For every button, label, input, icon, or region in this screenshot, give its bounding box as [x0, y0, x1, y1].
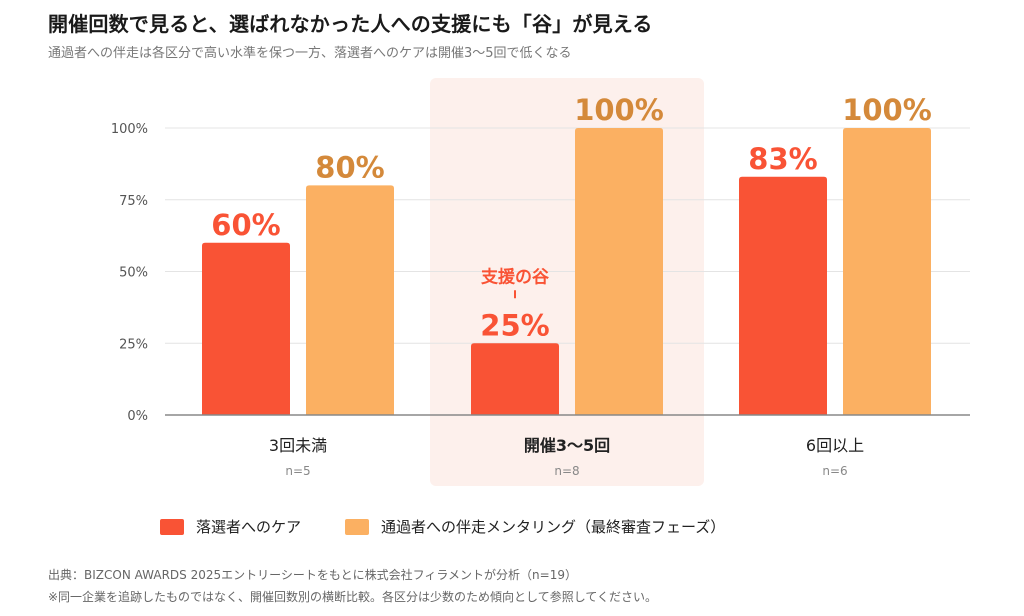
data-label-series-1: 25%: [480, 308, 549, 342]
legend-item-series-2: 通過者への伴走メンタリング（最終審査フェーズ）: [345, 516, 725, 537]
x-category-label: 開催3〜5回: [524, 436, 610, 455]
data-label-series-2: 100%: [574, 93, 664, 127]
data-label-series-1: 60%: [211, 208, 280, 242]
chart-legend: 落選者へのケア 通過者への伴走メンタリング（最終審査フェーズ）: [160, 516, 769, 537]
data-label-series-2: 100%: [842, 93, 932, 127]
data-label-series-1: 83%: [748, 142, 817, 176]
y-tick-label: 50%: [119, 266, 148, 281]
y-tick-label: 0%: [127, 409, 148, 424]
source-note: 出典：BIZCON AWARDS 2025エントリーシートをもとに株式会社フィラ…: [48, 568, 577, 582]
caveat-note: ※同一企業を追跡したものではなく、開催回数別の横断比較。各区分は少数のため傾向と…: [48, 590, 657, 604]
y-tick-label: 100%: [111, 122, 148, 137]
x-category-label: 6回以上: [806, 436, 864, 455]
x-category-count: n=8: [554, 464, 579, 478]
x-category-count: n=6: [822, 464, 847, 478]
legend-swatch-series-1: [160, 518, 184, 535]
annotation-label: 支援の谷: [481, 266, 550, 287]
legend-swatch-series-2: [345, 518, 370, 535]
legend-label-series-1: 落選者へのケア: [196, 518, 302, 536]
bar-series-2: [306, 185, 394, 415]
bar-series-1: [202, 242, 290, 415]
x-category-label: 3回未満: [269, 436, 327, 455]
bar-series-1: [471, 343, 559, 415]
page-subtitle: 通過者への伴走は各区分で高い水準を保つ一方、落選者へのケアは開催3〜5回で低くな…: [48, 46, 572, 61]
y-tick-label: 25%: [119, 337, 148, 352]
page-title: 開催回数で見ると、選ばれなかった人への支援にも「谷」が見える: [48, 12, 653, 36]
x-category-count: n=5: [285, 464, 310, 478]
bar-series-1: [739, 176, 827, 415]
legend-label-series-2: 通過者への伴走メンタリング（最終審査フェーズ）: [381, 518, 726, 536]
data-label-series-2: 80%: [315, 150, 384, 184]
bar-series-2: [575, 128, 663, 415]
bar-series-2: [843, 128, 931, 415]
y-tick-label: 75%: [119, 194, 148, 209]
legend-item-series-1: 落選者へのケア: [160, 516, 301, 537]
